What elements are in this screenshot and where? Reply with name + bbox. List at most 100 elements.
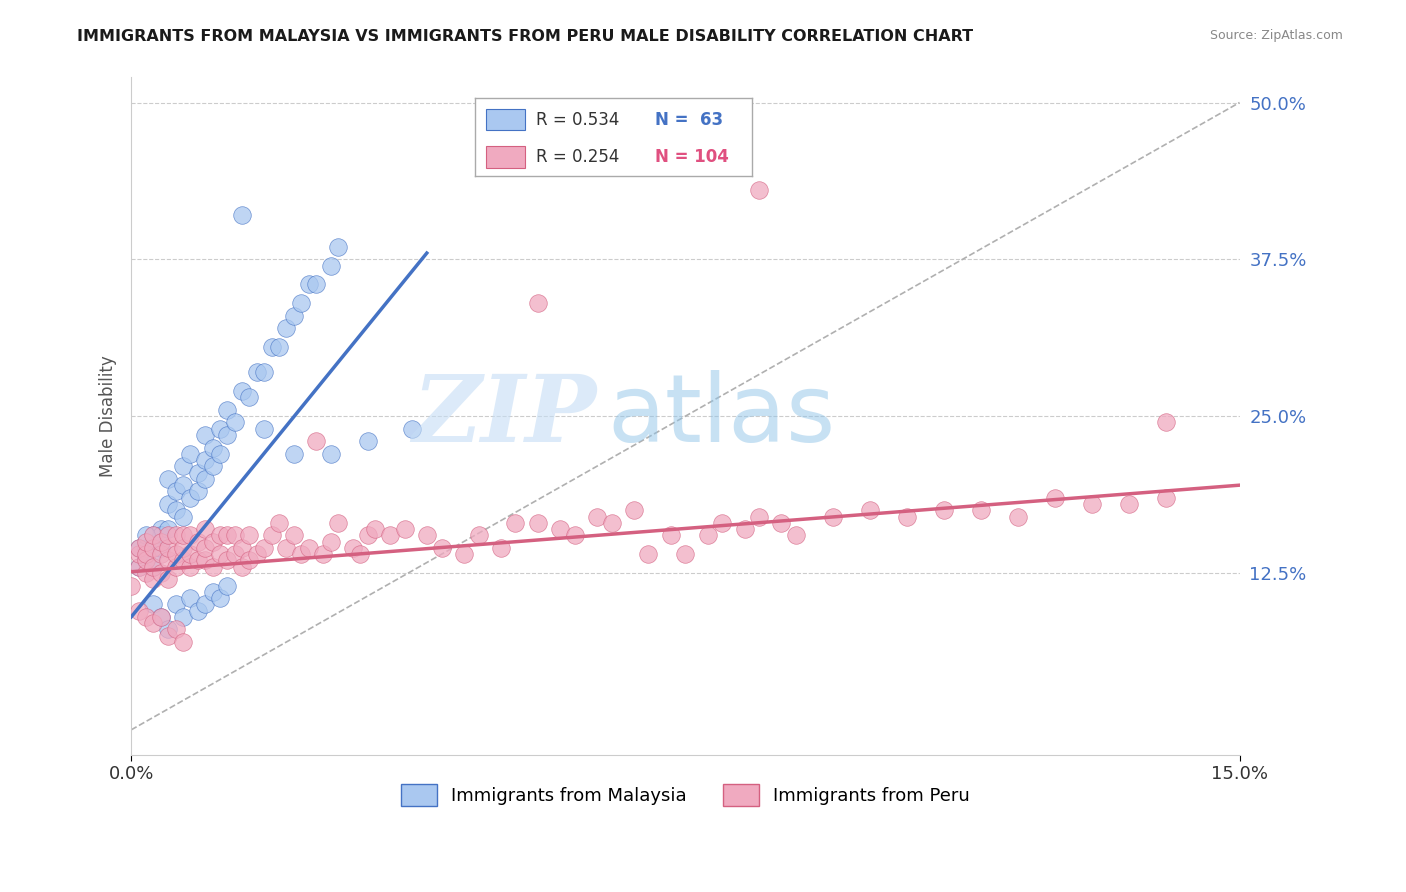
Point bbox=[172, 610, 194, 624]
Point bbox=[526, 296, 548, 310]
Point bbox=[187, 604, 209, 618]
Point bbox=[157, 497, 180, 511]
Point bbox=[489, 541, 512, 555]
Point bbox=[157, 522, 180, 536]
Point bbox=[142, 541, 165, 555]
Point bbox=[276, 321, 298, 335]
Point bbox=[128, 559, 150, 574]
Point bbox=[135, 528, 157, 542]
Point bbox=[416, 528, 439, 542]
Point bbox=[201, 584, 224, 599]
Point bbox=[149, 566, 172, 580]
Point bbox=[623, 503, 645, 517]
Point bbox=[142, 528, 165, 542]
Point bbox=[217, 403, 239, 417]
Point bbox=[135, 553, 157, 567]
Point bbox=[785, 528, 807, 542]
Point bbox=[378, 528, 401, 542]
Point bbox=[201, 534, 224, 549]
Point bbox=[896, 509, 918, 524]
Point bbox=[637, 547, 659, 561]
Point bbox=[187, 553, 209, 567]
Point bbox=[142, 572, 165, 586]
Point bbox=[165, 598, 187, 612]
Point bbox=[179, 591, 201, 605]
Point bbox=[135, 566, 157, 580]
Point bbox=[246, 365, 269, 379]
Point bbox=[208, 528, 231, 542]
Point bbox=[526, 516, 548, 530]
Point bbox=[283, 528, 305, 542]
Point bbox=[179, 528, 201, 542]
Point bbox=[394, 522, 416, 536]
Point bbox=[364, 522, 387, 536]
Point bbox=[165, 623, 187, 637]
Point bbox=[165, 484, 187, 499]
Point bbox=[149, 547, 172, 561]
Text: ZIP: ZIP bbox=[412, 371, 596, 461]
Point bbox=[253, 422, 276, 436]
Point bbox=[135, 610, 157, 624]
Point bbox=[600, 516, 623, 530]
Point bbox=[149, 541, 172, 555]
Point bbox=[267, 516, 290, 530]
Point bbox=[253, 541, 276, 555]
Point bbox=[401, 422, 423, 436]
Point bbox=[260, 528, 283, 542]
Point bbox=[128, 541, 150, 555]
Point bbox=[157, 528, 180, 542]
Point bbox=[149, 528, 172, 542]
Point bbox=[187, 534, 209, 549]
Point bbox=[253, 365, 276, 379]
Point bbox=[342, 541, 364, 555]
Point bbox=[290, 547, 312, 561]
Point bbox=[157, 572, 180, 586]
Point bbox=[165, 503, 187, 517]
Point bbox=[135, 541, 157, 555]
Point bbox=[149, 534, 172, 549]
Point bbox=[179, 447, 201, 461]
Point bbox=[430, 541, 453, 555]
Point bbox=[1154, 416, 1177, 430]
Point bbox=[120, 578, 142, 592]
Point bbox=[1118, 497, 1140, 511]
Point bbox=[172, 478, 194, 492]
Point bbox=[319, 447, 342, 461]
Point bbox=[135, 547, 157, 561]
Point bbox=[453, 547, 475, 561]
Point bbox=[194, 522, 217, 536]
Point bbox=[194, 541, 217, 555]
Point bbox=[172, 459, 194, 474]
Text: Source: ZipAtlas.com: Source: ZipAtlas.com bbox=[1209, 29, 1343, 43]
Text: atlas: atlas bbox=[607, 370, 837, 462]
Point bbox=[748, 509, 770, 524]
Point bbox=[157, 629, 180, 643]
Point bbox=[1081, 497, 1104, 511]
Point bbox=[711, 516, 734, 530]
Point bbox=[128, 541, 150, 555]
Point bbox=[932, 503, 955, 517]
Point bbox=[157, 623, 180, 637]
Point bbox=[172, 553, 194, 567]
Point bbox=[217, 578, 239, 592]
Point bbox=[179, 547, 201, 561]
Point bbox=[290, 296, 312, 310]
Point bbox=[208, 591, 231, 605]
Point bbox=[734, 522, 756, 536]
Point bbox=[231, 559, 253, 574]
Point bbox=[748, 183, 770, 197]
Point bbox=[142, 528, 165, 542]
Y-axis label: Male Disability: Male Disability bbox=[100, 355, 117, 477]
Point bbox=[149, 522, 172, 536]
Point bbox=[128, 547, 150, 561]
Point bbox=[224, 547, 246, 561]
Point bbox=[217, 553, 239, 567]
Point bbox=[673, 547, 696, 561]
Point bbox=[312, 547, 335, 561]
Point bbox=[231, 541, 253, 555]
Point bbox=[149, 610, 172, 624]
Point bbox=[135, 553, 157, 567]
Point bbox=[128, 559, 150, 574]
Point bbox=[201, 559, 224, 574]
Point bbox=[217, 428, 239, 442]
